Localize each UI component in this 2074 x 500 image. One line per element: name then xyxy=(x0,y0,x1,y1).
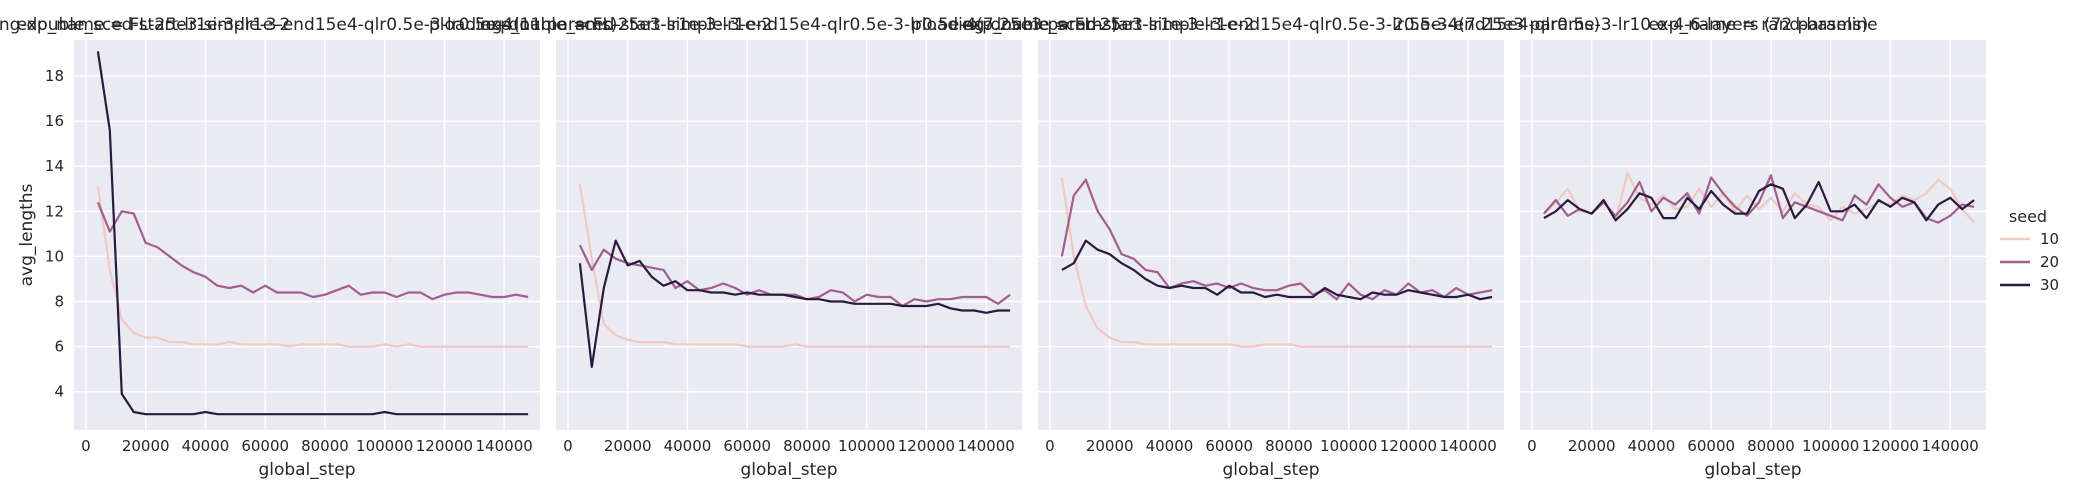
panel-title: exp_name = FL-25e3-simple-3-end15e4-qlr0… xyxy=(962,15,1600,35)
plot-background xyxy=(1520,40,1986,430)
series-line-seed-30 xyxy=(578,239,1011,368)
x-tick-label: 60000 xyxy=(241,437,289,455)
x-tick-label: 40000 xyxy=(664,437,712,455)
facet-panel: 4 6 8 10 12 14 16 18 0 20000 40000 60000 80000 100000… xyxy=(45,40,540,480)
x-tick-label: 0 xyxy=(1045,437,1055,455)
x-tick-label: 120000 xyxy=(1380,437,1437,455)
x-tick-label: 0 xyxy=(81,437,91,455)
x-tick-label: 100000 xyxy=(838,437,895,455)
x-axis-label: global_step xyxy=(740,460,837,480)
x-tick-label: 100000 xyxy=(1320,437,1377,455)
x-tick-label: 0 xyxy=(1527,437,1537,455)
plot-background xyxy=(1038,40,1504,430)
x-tick-label: 80000 xyxy=(301,437,349,455)
panel-title: exp_name = FL-25e3-simple-3-end15e4-qlr0… xyxy=(17,15,618,35)
y-tick-label: 6 xyxy=(54,338,64,356)
series-line-seed-20 xyxy=(1543,174,1975,224)
y-tick-label: 10 xyxy=(45,247,64,265)
x-tick-label: 20000 xyxy=(122,437,170,455)
panel-title-overflow: ploading-double_sced-start-lr1e-3-lr1e-2 xyxy=(429,15,772,35)
panels-layer: 4 6 8 10 12 14 16 18 0 20000 40000 60000 80000 100000… xyxy=(0,15,1986,480)
panel-title: exp_name = rand-baseline xyxy=(1648,15,1877,35)
x-tick-label: 140000 xyxy=(1440,437,1497,455)
panel-title-overflow: ploading-double_sced-start-lr1e-3-lr1e-2 xyxy=(0,15,290,35)
plot-background xyxy=(556,40,1022,430)
x-tick-label: 80000 xyxy=(783,437,831,455)
series-line-seed-20 xyxy=(578,244,1011,308)
x-axis-label: global_step xyxy=(258,460,355,480)
panel-title: exp_name = FL-25e3-simple-3-end15e4-qlr0… xyxy=(480,15,1118,35)
y-tick-label: 18 xyxy=(45,67,64,85)
y-tick-label: 4 xyxy=(54,383,64,401)
x-axis-label: global_step xyxy=(1222,460,1319,480)
x-tick-label: 140000 xyxy=(958,437,1015,455)
x-tick-label: 20000 xyxy=(1568,437,1616,455)
y-tick-label: 16 xyxy=(45,112,64,130)
x-tick-label: 120000 xyxy=(1862,437,1919,455)
x-tick-label: 120000 xyxy=(416,437,473,455)
series-line-seed-20 xyxy=(96,201,529,301)
plot-background xyxy=(74,40,540,430)
x-tick-label: 80000 xyxy=(1747,437,1795,455)
series-line-seed-30 xyxy=(1061,239,1493,301)
y-tick-label: 12 xyxy=(45,202,64,220)
x-tick-label: 0 xyxy=(563,437,573,455)
y-axis-label: avg_lengths xyxy=(17,183,37,286)
facet-panel: 0 20000 40000 60000 80000 100000 120000 140000 g… xyxy=(1520,40,1986,480)
legend: seed 10 20 30 xyxy=(2000,207,2059,294)
series-line-seed-10 xyxy=(1060,177,1493,348)
x-tick-label: 120000 xyxy=(898,437,955,455)
x-tick-label: 100000 xyxy=(1802,437,1859,455)
legend-label-seed-10: 10 xyxy=(2040,230,2059,248)
panel-title-overflow: ploading-double_sced-start-lr1e-3-lr1e-2 xyxy=(911,15,1254,35)
legend-label-seed-20: 20 xyxy=(2040,253,2059,271)
facet-panel: 0 20000 40000 60000 80000 100000 120000 140000 g… xyxy=(556,40,1022,480)
x-tick-label: 20000 xyxy=(1086,437,1134,455)
series-line-seed-10 xyxy=(578,184,1011,348)
x-tick-label: 40000 xyxy=(182,437,230,455)
facet-panel: 0 20000 40000 60000 80000 100000 120000 140000 g… xyxy=(1038,40,1504,480)
series-line-seed-30 xyxy=(96,51,529,416)
x-tick-label: 60000 xyxy=(1205,437,1253,455)
x-tick-label: 40000 xyxy=(1628,437,1676,455)
x-tick-label: 20000 xyxy=(604,437,652,455)
y-tick-label: 14 xyxy=(45,157,64,175)
x-tick-label: 80000 xyxy=(1265,437,1313,455)
panel-title-overflow: 2.5e-3-end15e4-qlr0.5e-3-lr10.e-4-6-laye… xyxy=(1393,15,1868,35)
x-tick-label: 100000 xyxy=(356,437,413,455)
x-tick-label: 60000 xyxy=(723,437,771,455)
y-tick-label: 8 xyxy=(54,293,64,311)
x-axis-label: global_step xyxy=(1704,460,1801,480)
x-tick-label: 40000 xyxy=(1146,437,1194,455)
series-line-seed-30 xyxy=(1543,180,1975,222)
legend-title: seed xyxy=(2009,207,2047,226)
x-tick-label: 140000 xyxy=(476,437,533,455)
legend-label-seed-30: 30 xyxy=(2040,276,2059,294)
x-tick-label: 60000 xyxy=(1687,437,1735,455)
series-line-seed-10 xyxy=(96,186,529,348)
x-tick-label: 140000 xyxy=(1922,437,1979,455)
